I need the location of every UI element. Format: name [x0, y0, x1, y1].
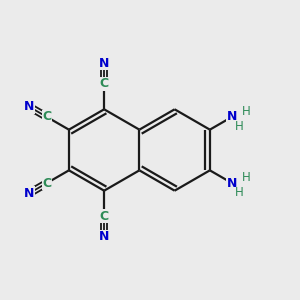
Text: N: N — [99, 57, 109, 70]
Text: H: H — [235, 187, 243, 200]
Text: N: N — [99, 230, 109, 243]
Text: N: N — [227, 110, 237, 123]
Text: C: C — [42, 177, 51, 190]
Text: N: N — [227, 177, 237, 190]
Text: H: H — [235, 120, 243, 133]
Text: H: H — [242, 105, 250, 118]
Text: H: H — [242, 171, 250, 184]
Text: N: N — [24, 100, 34, 113]
Text: C: C — [100, 210, 109, 223]
Text: C: C — [100, 77, 109, 90]
Text: N: N — [24, 187, 34, 200]
Text: C: C — [42, 110, 51, 123]
